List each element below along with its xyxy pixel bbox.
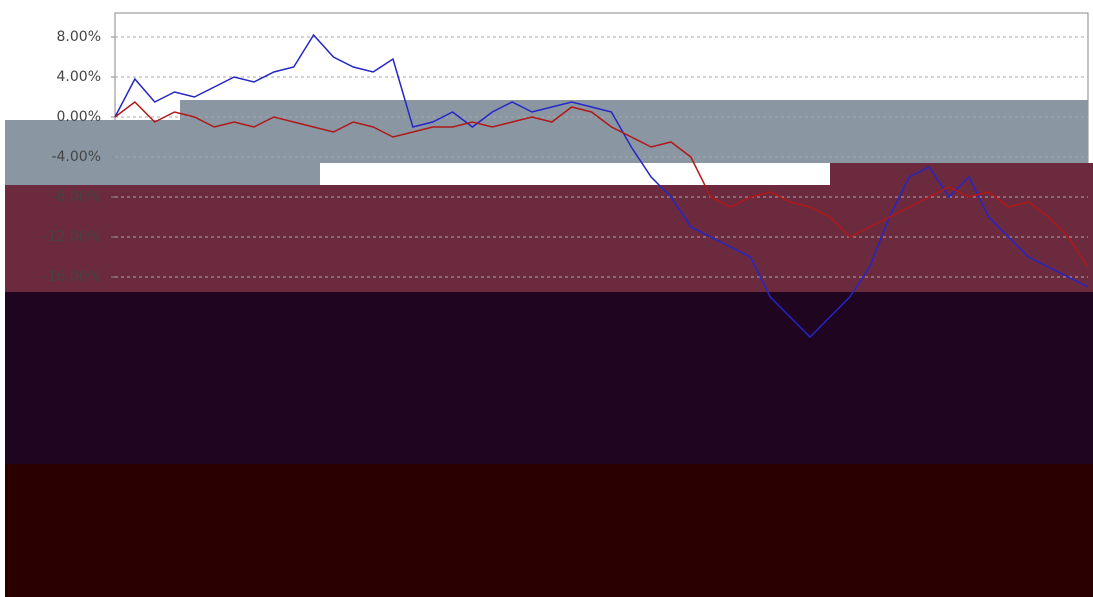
glitch-block — [180, 100, 1088, 163]
glitch-block — [5, 292, 1093, 464]
y-tick-label: 0.00% — [57, 109, 101, 125]
y-tick-label: -12.00% — [43, 229, 101, 245]
plot-layer: 8.00% 4.00% 0.00% -4.00% -8.00% -12.00% -16.00… — [43, 29, 1089, 339]
series-line — [114, 33, 1089, 339]
y-tick-label: -8.00% — [51, 189, 101, 205]
glitch-blocks — [5, 100, 1093, 597]
glitch-block — [830, 163, 1093, 185]
glitch-block — [5, 464, 1093, 597]
series-line — [114, 101, 1089, 268]
glitch-block — [5, 185, 1093, 292]
y-tick-label: -16.00% — [43, 269, 101, 285]
y-tick-label: 8.00% — [57, 29, 101, 45]
y-tick-label: 4.00% — [57, 69, 101, 85]
y-tick-label: -4.00% — [51, 149, 101, 165]
